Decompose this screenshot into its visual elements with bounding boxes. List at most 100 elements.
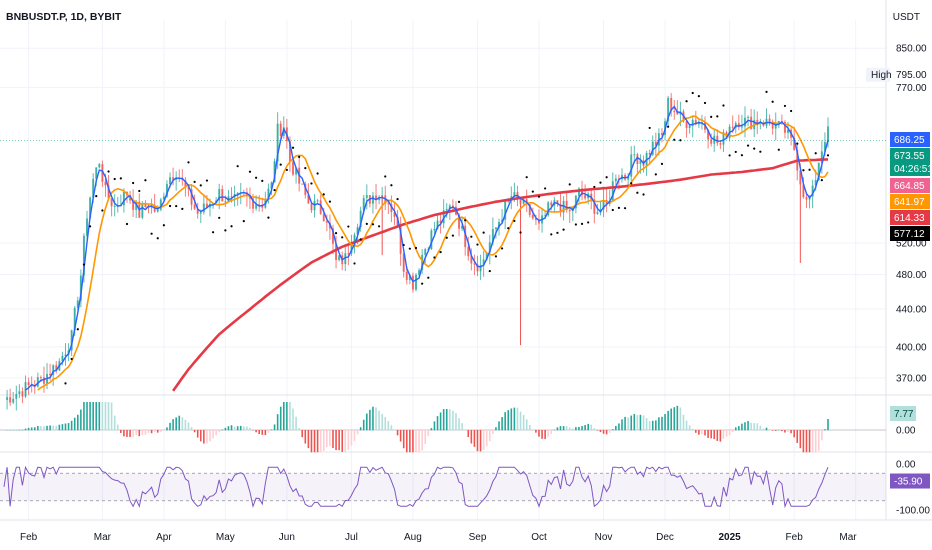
osc-badge bbox=[890, 473, 930, 489]
candle-body bbox=[224, 201, 227, 203]
candle-body bbox=[722, 132, 725, 145]
hist-bar bbox=[464, 429, 466, 431]
currency-label: USDT bbox=[893, 12, 920, 23]
hist-bar bbox=[824, 429, 826, 431]
candle-body bbox=[537, 219, 540, 224]
x-tick-label: Feb bbox=[20, 532, 38, 543]
sar-dot bbox=[740, 154, 744, 157]
sar-dot bbox=[703, 101, 707, 105]
hist-bar bbox=[504, 412, 506, 431]
hist-bar bbox=[209, 430, 211, 442]
high-label-box bbox=[866, 67, 890, 82]
sar-dot bbox=[593, 185, 596, 189]
hist-bar bbox=[258, 430, 260, 435]
sar-dot bbox=[156, 237, 159, 240]
sar-dot bbox=[341, 236, 344, 239]
x-tick-label: Feb bbox=[786, 532, 804, 543]
candle-body bbox=[270, 182, 273, 189]
hist-bar bbox=[449, 409, 451, 431]
candle-body bbox=[156, 209, 159, 212]
hist-bar bbox=[298, 428, 300, 431]
hist-bar bbox=[335, 430, 337, 451]
candle-body bbox=[688, 125, 691, 129]
y-tick-label: 370.00 bbox=[896, 373, 927, 384]
hist-bar bbox=[747, 421, 749, 431]
x-tick-label: Nov bbox=[595, 532, 613, 543]
candle-body bbox=[273, 161, 276, 183]
hist-bar bbox=[430, 428, 433, 431]
hist-bar bbox=[24, 428, 27, 431]
sar-dot bbox=[199, 184, 202, 187]
hist-bar bbox=[753, 423, 756, 431]
sar-dot bbox=[132, 181, 135, 185]
hist-bar bbox=[46, 425, 48, 431]
hist-bar bbox=[587, 423, 589, 431]
candle-body bbox=[335, 243, 338, 260]
candle-body bbox=[187, 187, 190, 190]
hist-bar bbox=[516, 407, 519, 431]
candle-body bbox=[49, 373, 52, 376]
hist-bar bbox=[676, 405, 679, 431]
hist-bar bbox=[399, 430, 402, 442]
x-tick-label: Jul bbox=[345, 532, 358, 543]
candle-body bbox=[433, 228, 436, 231]
sar-dot bbox=[168, 204, 172, 208]
candle-body bbox=[707, 129, 710, 140]
candle-body bbox=[104, 181, 107, 186]
hist-bar bbox=[135, 430, 138, 436]
candle-body bbox=[559, 204, 562, 213]
hist-bar bbox=[381, 413, 383, 431]
hist-bar bbox=[353, 430, 356, 442]
sar-dot bbox=[667, 125, 670, 128]
sar-dot bbox=[697, 95, 700, 98]
hist-bar bbox=[141, 430, 144, 436]
price-badge-value: 641.97 bbox=[894, 197, 925, 208]
candle-body bbox=[141, 204, 144, 218]
hist-bar bbox=[707, 430, 709, 438]
hist-bar bbox=[412, 430, 414, 453]
hist-bar bbox=[405, 430, 408, 453]
candle-body bbox=[436, 220, 439, 229]
hist-bar bbox=[572, 428, 574, 431]
sar-dot bbox=[310, 182, 313, 185]
candle-body bbox=[470, 256, 473, 264]
candle-body bbox=[596, 212, 599, 214]
hist-bar bbox=[107, 402, 110, 431]
sar-dot bbox=[439, 250, 442, 254]
price-badge-value: 614.33 bbox=[894, 213, 925, 224]
sar-dot bbox=[347, 225, 350, 228]
candle-body bbox=[6, 397, 9, 400]
hist-bar bbox=[199, 430, 202, 442]
hist-bar bbox=[366, 413, 368, 431]
price-badge-value: 686.25 bbox=[894, 135, 925, 146]
candle-body bbox=[221, 189, 224, 202]
hist-bar bbox=[575, 427, 577, 431]
hist-bar bbox=[578, 426, 580, 431]
sar-dot bbox=[414, 246, 418, 250]
candle-body bbox=[442, 210, 445, 224]
symbol-title: BNBUSDT.P, 1D, BYBIT bbox=[6, 11, 122, 23]
sar-dot bbox=[525, 176, 528, 179]
candle-body bbox=[165, 184, 168, 197]
hist-bar bbox=[249, 427, 251, 431]
candle-body bbox=[30, 385, 33, 387]
sar-dot bbox=[402, 243, 405, 247]
candle-body bbox=[393, 212, 396, 217]
hist-bar bbox=[37, 426, 39, 431]
hist-bar bbox=[282, 402, 285, 431]
hist-bar bbox=[827, 419, 829, 431]
x-tick-label: Apr bbox=[156, 532, 172, 543]
hist-bar bbox=[525, 419, 528, 431]
hist-bar bbox=[224, 427, 227, 431]
sar-dot bbox=[261, 179, 264, 182]
hist-bar bbox=[362, 419, 365, 431]
sar-dot bbox=[298, 155, 301, 158]
hist-bar bbox=[436, 416, 439, 431]
hist-bar bbox=[765, 427, 768, 431]
hist-bar bbox=[673, 407, 676, 431]
hist-bar bbox=[319, 430, 322, 453]
candle-body bbox=[42, 377, 45, 384]
hist-bar bbox=[166, 427, 168, 431]
sar-dot bbox=[76, 328, 79, 331]
